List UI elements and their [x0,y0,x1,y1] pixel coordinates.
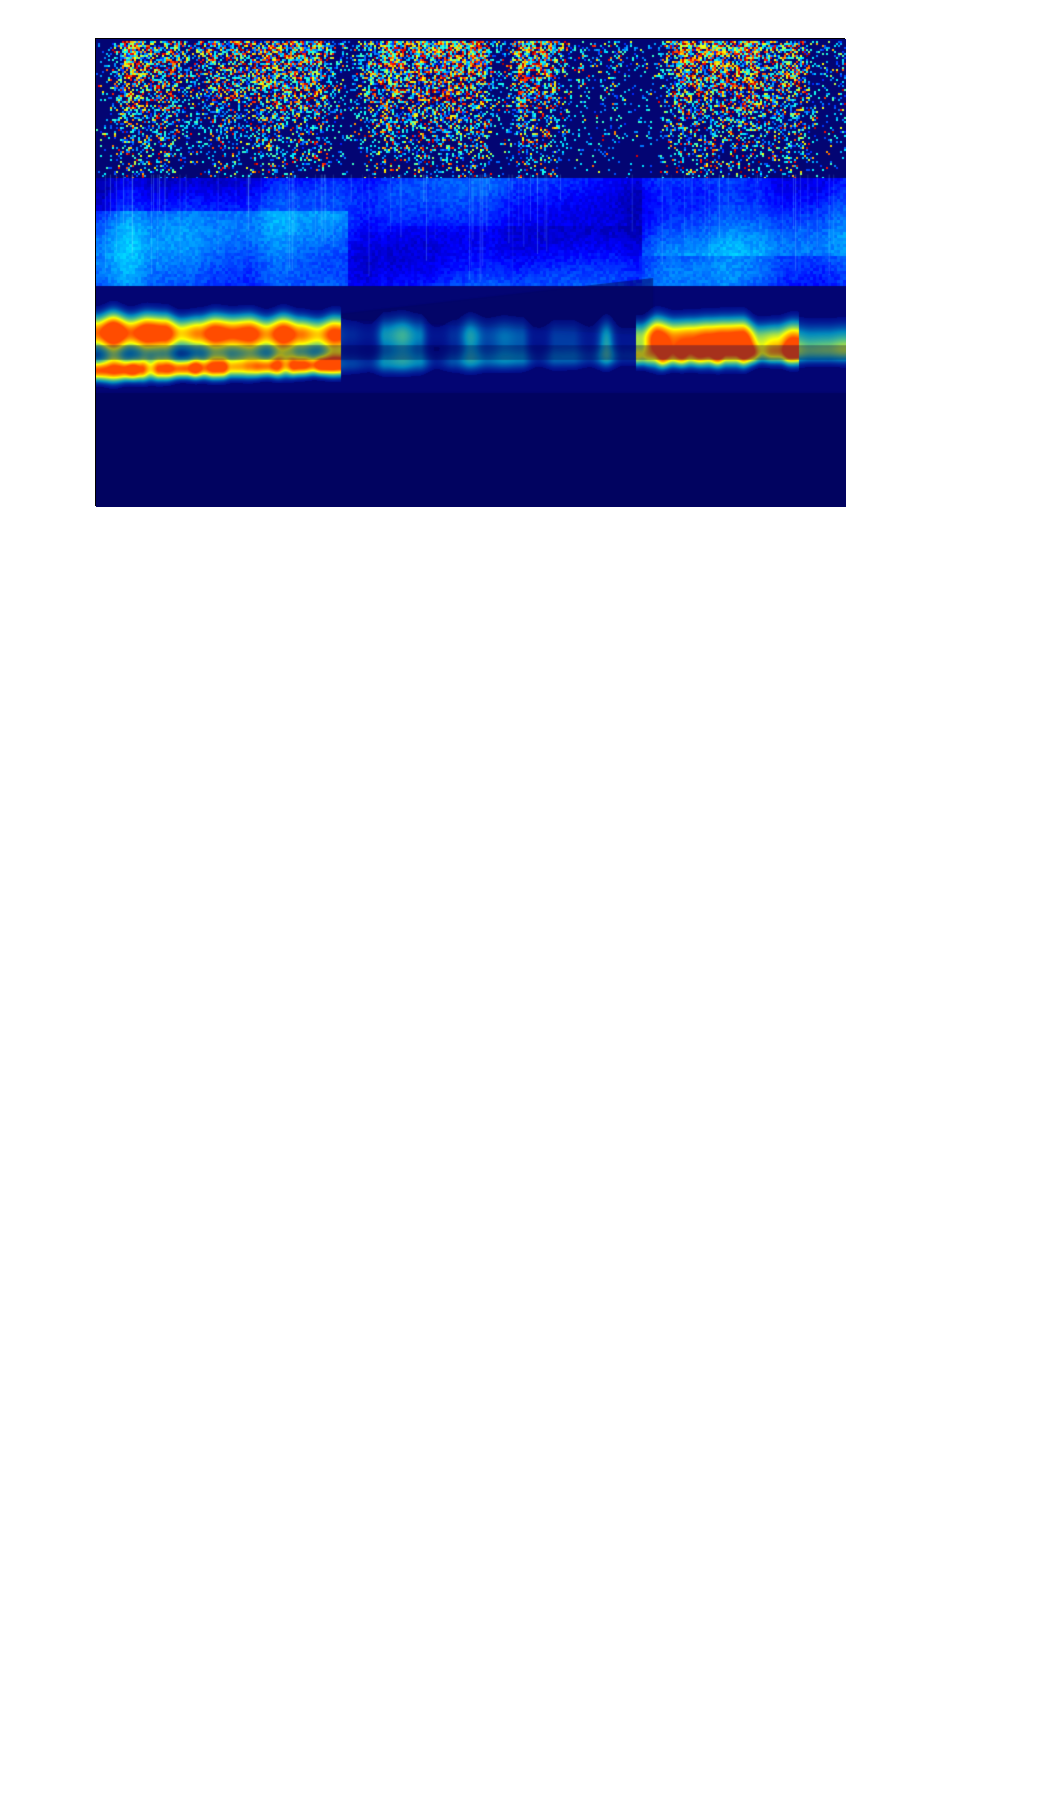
spectrogram-plot-hhe [95,38,847,508]
spectrogram-canvas-hhe [96,39,847,508]
